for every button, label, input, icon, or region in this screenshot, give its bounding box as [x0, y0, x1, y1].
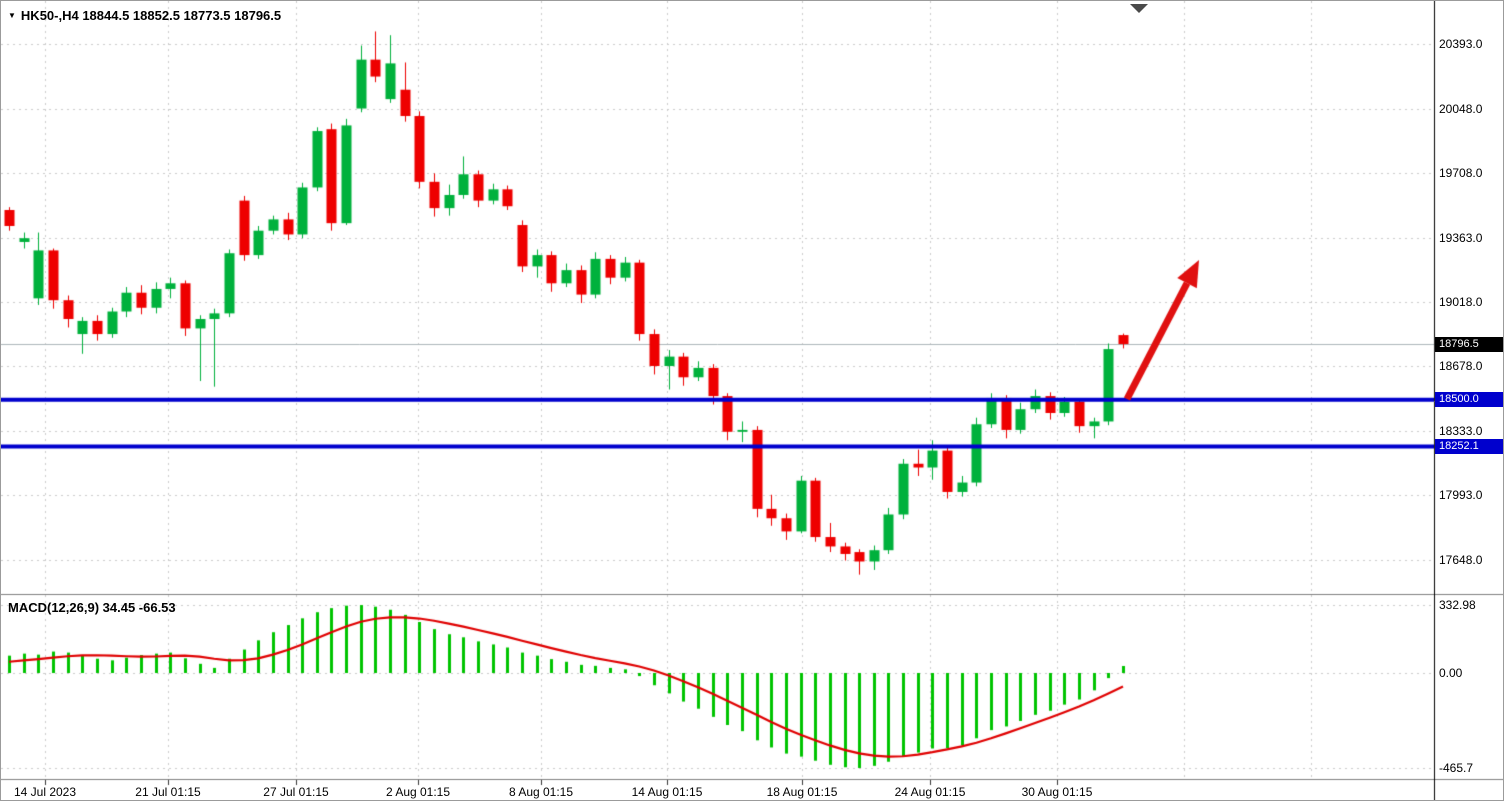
price-tick-label: 20048.0 — [1439, 101, 1483, 116]
macd-tick-label: 332.98 — [1439, 598, 1476, 613]
current-price-badge: 18796.5 — [1435, 336, 1503, 352]
macd-tick-label: 0.00 — [1439, 666, 1463, 680]
macd-tick-label: -465.7 — [1439, 761, 1474, 775]
price-tick-label: 17648.0 — [1439, 552, 1483, 567]
level-price-badge-18252: 18252.1 — [1435, 438, 1503, 454]
price-tick-label: 20393.0 — [1439, 37, 1483, 52]
chart-title: ▼ HK50-,H4 18844.5 18852.5 18773.5 18796… — [8, 8, 281, 23]
time-axis-label: 30 Aug 01:15 — [1021, 785, 1093, 799]
price-tick-label: 18678.0 — [1439, 359, 1483, 374]
macd-indicator-label: MACD(12,26,9) 34.45 -66.53 — [8, 600, 176, 615]
time-axis-label: 8 Aug 01:15 — [508, 785, 574, 799]
time-axis-label: 21 Jul 01:15 — [135, 785, 201, 799]
chart-title-text: HK50-,H4 18844.5 18852.5 18773.5 18796.5 — [20, 8, 282, 23]
time-axis-label: 14 Jul 2023 — [13, 785, 77, 799]
price-tick-label: 19363.0 — [1439, 230, 1483, 245]
time-axis-label: 14 Aug 01:15 — [631, 785, 703, 799]
symbol-marker-icon: ▼ — [8, 10, 16, 20]
price-tick-label: 19018.0 — [1439, 295, 1483, 310]
price-tick-label: 19708.0 — [1439, 165, 1483, 180]
price-tick-label: 18333.0 — [1439, 424, 1483, 439]
time-axis-label: 2 Aug 01:15 — [385, 785, 451, 799]
level-price-badge-18500: 18500.0 — [1435, 392, 1503, 408]
time-axis-label: 18 Aug 01:15 — [766, 785, 838, 799]
price-tick-label: 17993.0 — [1439, 488, 1483, 503]
time-axis-label: 27 Jul 01:15 — [263, 785, 329, 799]
time-axis-label: 24 Aug 01:15 — [894, 785, 966, 799]
chart-shift-icon[interactable] — [1130, 4, 1148, 13]
